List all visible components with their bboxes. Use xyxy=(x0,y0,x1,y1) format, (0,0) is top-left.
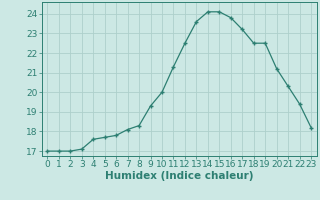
X-axis label: Humidex (Indice chaleur): Humidex (Indice chaleur) xyxy=(105,171,253,181)
